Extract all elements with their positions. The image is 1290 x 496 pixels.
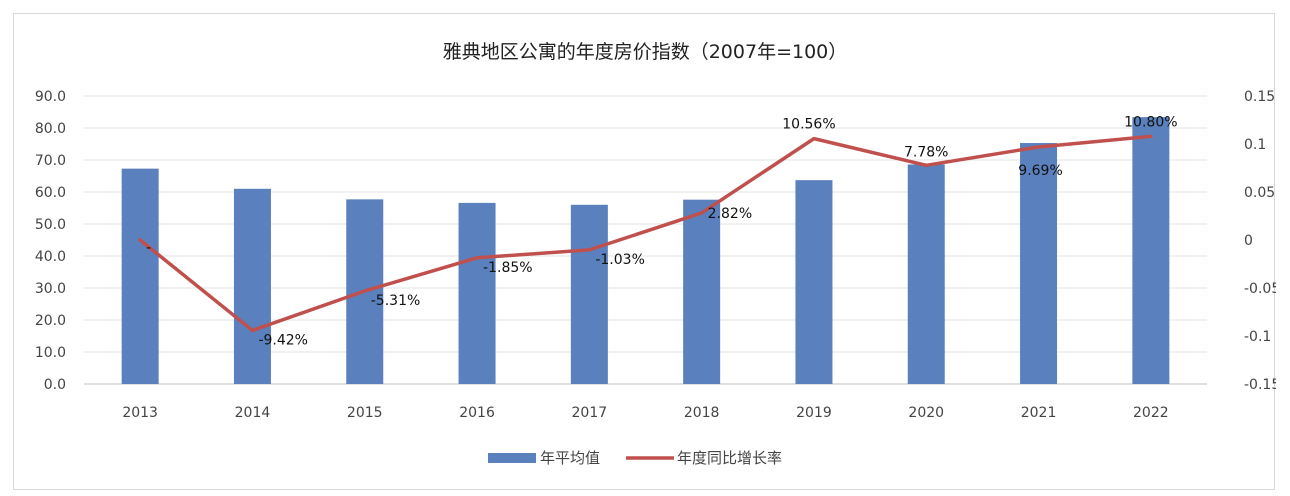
growth-line [138, 134, 1153, 333]
left-tick-label: 30.0 [35, 281, 66, 297]
line-point [250, 328, 254, 332]
x-tick-label: 2018 [684, 405, 720, 421]
line-point [475, 256, 479, 260]
bar [795, 180, 833, 384]
line-point [812, 137, 816, 141]
data-label: 9.69% [1018, 163, 1062, 179]
x-tick-label: 2017 [572, 405, 608, 421]
bar [1020, 143, 1058, 384]
line-point [924, 163, 928, 167]
data-label: 10.80% [1124, 114, 1177, 130]
bar [233, 188, 271, 384]
legend-label: 年平均值 [540, 449, 600, 467]
data-label: 10.56% [782, 117, 835, 133]
data-label: 2.82% [708, 206, 752, 222]
right-tick-label: 0 [1244, 233, 1253, 249]
data-label: -5.31% [371, 293, 421, 309]
line-point [1037, 145, 1041, 149]
x-tick-label: 2019 [796, 405, 832, 421]
left-tick-label: 80.0 [35, 121, 66, 137]
left-tick-label: 20.0 [35, 313, 66, 329]
left-tick-label: 90.0 [35, 89, 66, 105]
data-label: 7.78% [904, 144, 948, 160]
gridlines [84, 95, 1207, 385]
x-tick-label: 2014 [235, 405, 271, 421]
line-point [587, 248, 591, 252]
bar [907, 164, 945, 384]
x-tick-label: 2016 [459, 405, 495, 421]
data-labels: - -9.42% -5.31% -1.85% -1.03% 2.82% 10.56% 7.78… [146, 114, 1177, 348]
data-label: -1.03% [595, 252, 645, 268]
x-tick-label: 2021 [1021, 405, 1057, 421]
left-tick-label: 60.0 [35, 185, 66, 201]
data-label: -9.42% [258, 332, 308, 348]
right-tick-label: 0.15 [1244, 89, 1275, 105]
bar [570, 204, 608, 384]
legend-label: 年度同比增长率 [677, 449, 782, 467]
right-tick-label: -0.15 [1244, 377, 1276, 393]
x-tick-label: 2022 [1133, 405, 1169, 421]
x-tick-label: 2020 [908, 405, 944, 421]
line-point [700, 211, 704, 215]
right-axis: -0.15 -0.1 -0.05 0 0.05 0.1 0.15 [1244, 89, 1280, 393]
left-axis: 0.0 10.0 20.0 30.0 40.0 50.0 60.0 70.0 80.0 90.0 [35, 89, 66, 393]
line-point [138, 238, 142, 242]
chart: 雅典地区公寓的年度房价指数（2007年=100） 0.0 10.0 20.0 30.0… [35, 41, 1280, 467]
legend-swatch-bar [488, 453, 536, 463]
chart-frame: 雅典地区公寓的年度房价指数（2007年=100） 0.0 10.0 20.0 30.0… [13, 13, 1280, 490]
line-point [363, 289, 367, 293]
left-tick-label: 0.0 [44, 377, 66, 393]
bar [1132, 117, 1170, 385]
x-tick-label: 2013 [122, 405, 158, 421]
left-tick-label: 70.0 [35, 153, 66, 169]
left-tick-label: 40.0 [35, 249, 66, 265]
line-series [138, 134, 1153, 333]
left-tick-label: 10.0 [35, 345, 66, 361]
bar [121, 168, 159, 384]
bar [458, 202, 496, 384]
right-tick-label: 0.1 [1244, 137, 1266, 153]
line-point [1149, 134, 1153, 138]
bar-series [121, 117, 1170, 385]
data-label: -1.85% [483, 260, 533, 276]
x-tick-label: 2015 [347, 405, 383, 421]
right-tick-label: 0.05 [1244, 185, 1275, 201]
x-axis: 2013 2014 2015 2016 2017 2018 2019 2020 2021 2022 [122, 405, 1168, 421]
legend: 年平均值 年度同比增长率 [488, 449, 782, 467]
bar [683, 199, 721, 384]
left-tick-label: 50.0 [35, 217, 66, 233]
right-tick-label: -0.05 [1244, 281, 1276, 297]
chart-title: 雅典地区公寓的年度房价指数（2007年=100） [443, 41, 848, 63]
data-label: - [146, 240, 151, 256]
right-tick-label: -0.1 [1244, 329, 1271, 345]
